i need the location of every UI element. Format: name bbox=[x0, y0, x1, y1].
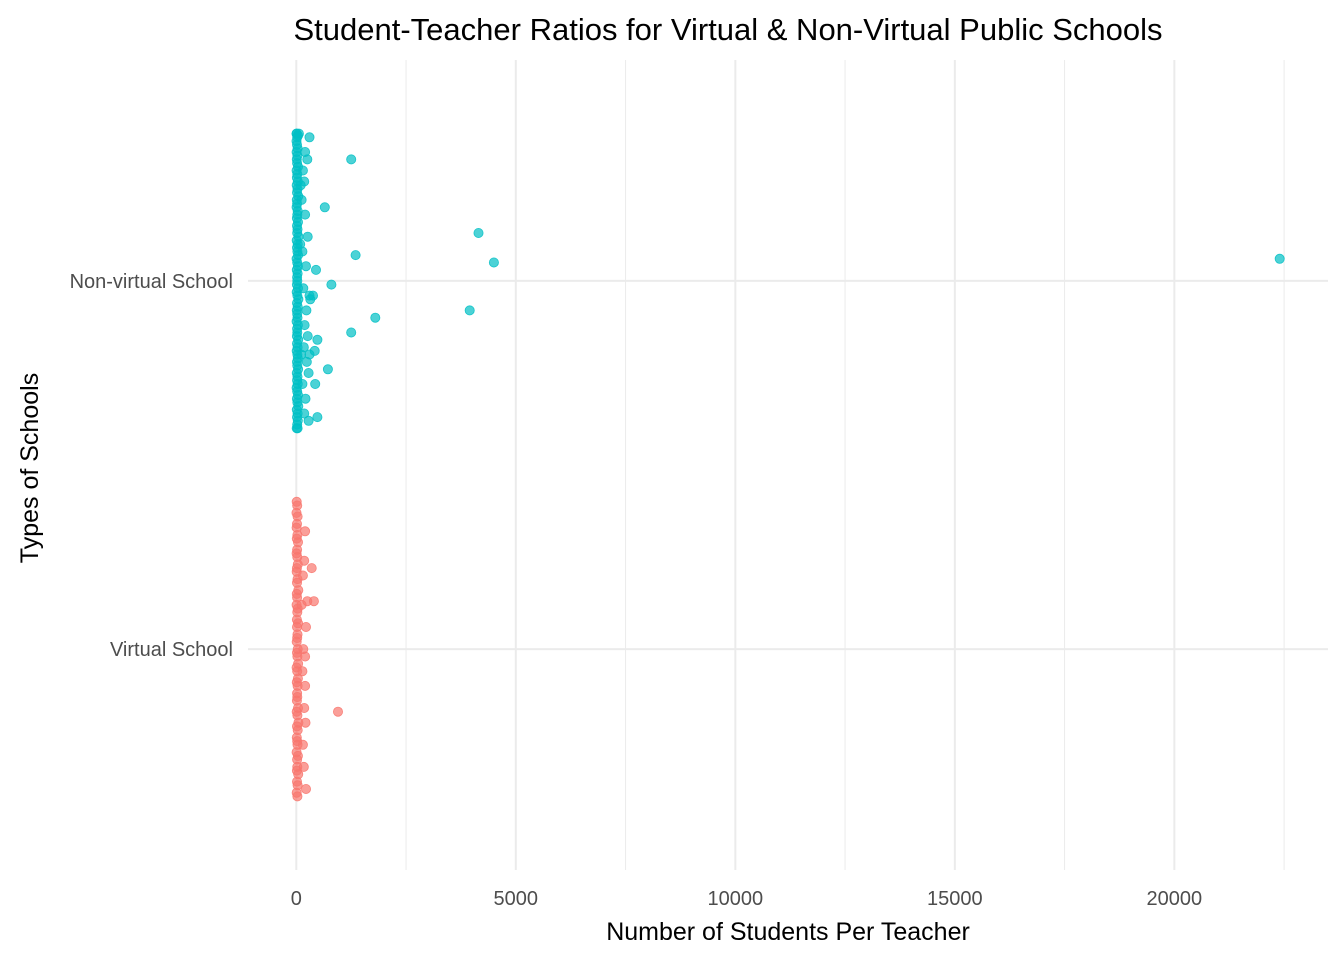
data-point bbox=[297, 570, 308, 581]
data-point bbox=[298, 761, 309, 772]
data-point bbox=[295, 239, 306, 250]
chart-title: Student-Teacher Ratios for Virtual & Non… bbox=[293, 12, 1162, 47]
y-axis-title: Types of Schools bbox=[16, 373, 44, 563]
data-point bbox=[297, 739, 308, 750]
data-point bbox=[305, 294, 316, 305]
data-point bbox=[300, 526, 311, 537]
data-point bbox=[346, 327, 357, 338]
data-point bbox=[488, 257, 499, 268]
y-tick-label: Non-virtual School bbox=[70, 271, 233, 293]
grid-lines bbox=[248, 60, 1328, 870]
data-point bbox=[298, 283, 309, 294]
tick-labels: 0 5000 10000 15000 20000 Virtual School Non-vi… bbox=[70, 271, 1203, 910]
data-point bbox=[319, 202, 330, 213]
data-point bbox=[306, 563, 317, 574]
data-point bbox=[296, 349, 307, 360]
data-point bbox=[292, 791, 303, 802]
x-axis-title: Number of Students Per Teacher bbox=[606, 918, 970, 946]
x-tick-label: 15000 bbox=[927, 888, 983, 910]
data-point bbox=[300, 209, 311, 220]
data-point bbox=[310, 378, 321, 389]
data-point bbox=[301, 305, 312, 316]
data-point bbox=[300, 651, 311, 662]
data-point bbox=[297, 666, 308, 677]
data-point bbox=[302, 231, 313, 242]
data-point bbox=[296, 194, 307, 205]
data-point bbox=[300, 784, 311, 795]
data-point bbox=[310, 264, 321, 275]
data-point bbox=[1274, 253, 1285, 264]
data-point bbox=[300, 393, 311, 404]
data-point bbox=[295, 180, 306, 191]
data-point bbox=[346, 154, 357, 165]
data-point bbox=[292, 423, 303, 434]
x-tick-label: 10000 bbox=[708, 888, 764, 910]
data-point bbox=[300, 717, 311, 728]
x-tick-label: 20000 bbox=[1147, 888, 1203, 910]
data-point bbox=[297, 378, 308, 389]
data-point bbox=[312, 334, 323, 345]
data-point bbox=[297, 165, 308, 176]
data-point bbox=[302, 154, 313, 165]
data-point bbox=[303, 367, 314, 378]
data-point bbox=[326, 279, 337, 290]
data-point bbox=[308, 596, 319, 607]
data-point bbox=[312, 412, 323, 423]
data-point bbox=[300, 261, 311, 272]
data-point bbox=[304, 349, 315, 360]
data-point bbox=[303, 415, 314, 426]
data-point bbox=[350, 250, 361, 261]
data-point bbox=[299, 408, 310, 419]
x-tick-label: 0 bbox=[291, 888, 302, 910]
data-point bbox=[370, 312, 381, 323]
data-points bbox=[291, 128, 1285, 802]
data-point bbox=[299, 703, 310, 714]
data-point bbox=[300, 622, 311, 633]
x-tick-label: 5000 bbox=[494, 888, 539, 910]
data-point bbox=[293, 128, 304, 139]
data-point bbox=[300, 680, 311, 691]
data-point bbox=[473, 227, 484, 238]
data-point bbox=[464, 305, 475, 316]
data-point bbox=[332, 706, 343, 717]
data-point bbox=[322, 364, 333, 375]
y-tick-label: Virtual School bbox=[110, 639, 233, 661]
data-point bbox=[304, 132, 315, 143]
data-point bbox=[302, 331, 313, 342]
data-point bbox=[299, 320, 310, 331]
data-point bbox=[299, 555, 310, 566]
